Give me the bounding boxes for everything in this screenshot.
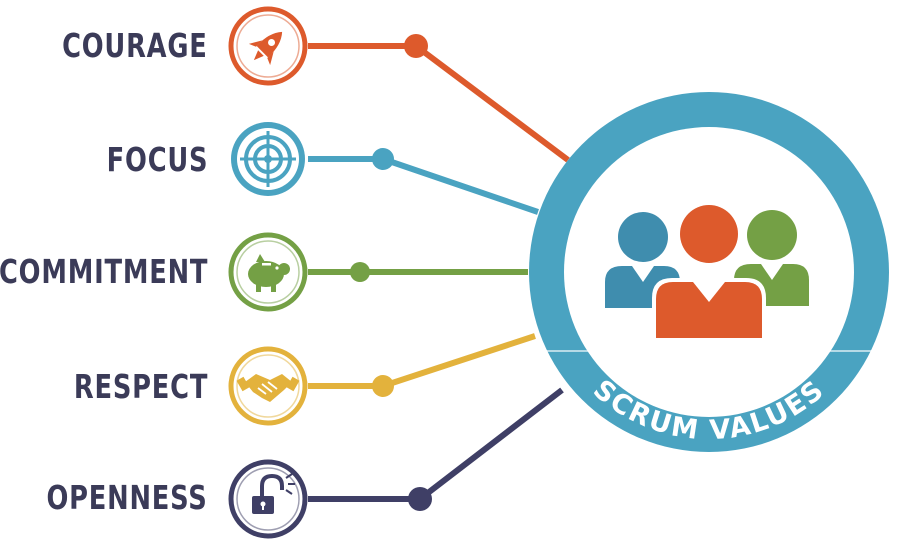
connector-openness <box>308 387 564 511</box>
connectors <box>308 34 570 511</box>
label-openness: OPENNESS <box>46 478 208 517</box>
open-lock-icon <box>252 473 295 514</box>
commitment-badge <box>228 232 308 312</box>
label-commitment: COMMITMENT <box>0 252 208 291</box>
target-icon <box>240 131 296 187</box>
focus-badge <box>231 122 305 196</box>
value-icons <box>228 6 308 539</box>
hub-center <box>564 127 854 417</box>
connector-respect <box>308 333 536 397</box>
label-respect: RESPECT <box>73 367 208 406</box>
courage-badge <box>228 6 308 86</box>
openness-badge <box>228 459 308 539</box>
team-icon <box>605 202 809 342</box>
rocket-icon <box>248 31 283 66</box>
piggy-bank-icon <box>248 254 290 292</box>
connector-commitment <box>308 262 528 282</box>
connector-focus <box>308 148 539 215</box>
connector-courage <box>308 34 570 163</box>
handshake-icon <box>236 374 300 402</box>
label-focus: FOCUS <box>106 140 208 179</box>
respect-badge <box>228 346 308 426</box>
hub: SCRUM VALUES <box>529 92 889 452</box>
label-courage: COURAGE <box>62 26 208 65</box>
